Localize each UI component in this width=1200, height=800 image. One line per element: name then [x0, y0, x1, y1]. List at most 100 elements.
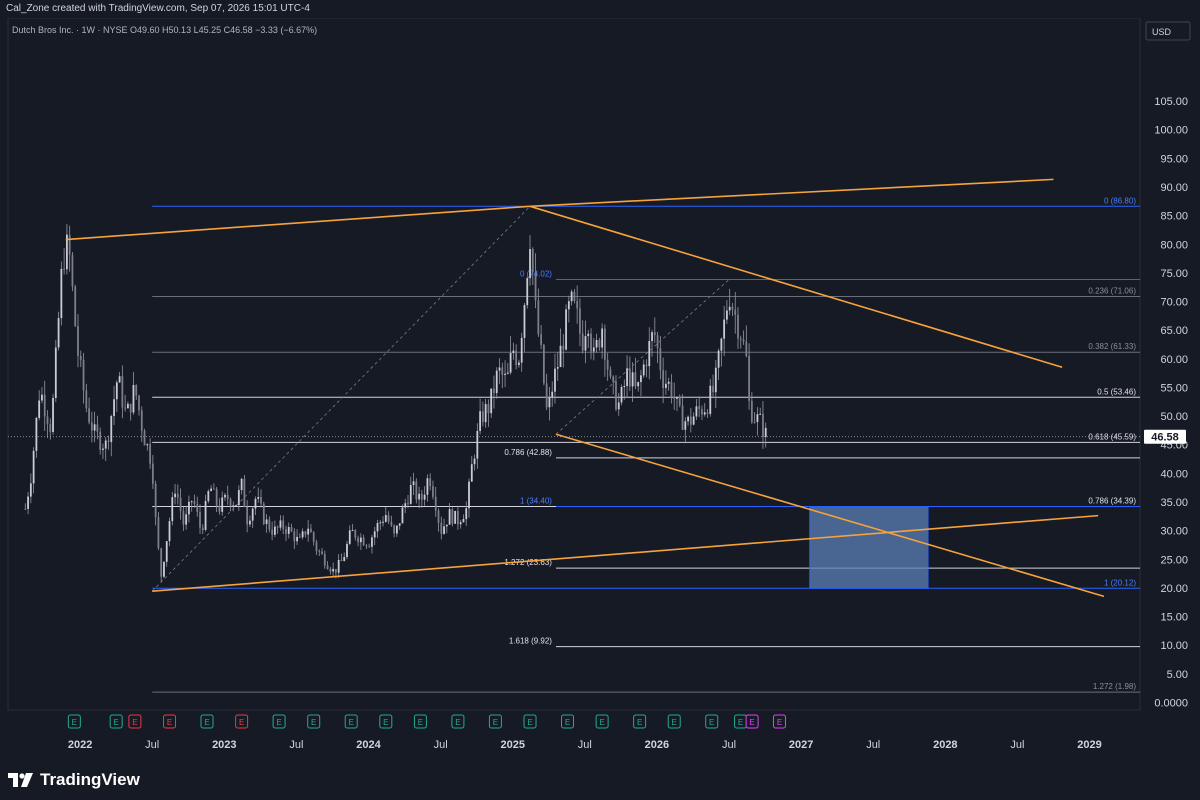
- earnings-marker[interactable]: [379, 714, 393, 729]
- y-axis-tick-label: 60.00: [1160, 354, 1188, 366]
- candle-body: [66, 234, 68, 270]
- earnings-marker[interactable]: [413, 714, 427, 729]
- candle-body: [748, 355, 750, 401]
- earnings-marker[interactable]: [745, 714, 759, 729]
- candle-body: [631, 372, 634, 387]
- candle-body: [739, 338, 742, 340]
- earnings-marker[interactable]: [67, 714, 81, 729]
- earnings-marker[interactable]: [633, 714, 647, 729]
- fib-level-label: 1 (20.12): [1104, 578, 1136, 587]
- candle-body: [135, 385, 138, 396]
- trendline[interactable]: [65, 205, 531, 241]
- candle-body: [29, 483, 32, 497]
- earnings-marker[interactable]: [561, 714, 575, 729]
- currency-button[interactable]: [1145, 21, 1191, 41]
- earnings-marker[interactable]: [307, 714, 321, 729]
- candle-body: [127, 403, 129, 409]
- candle-body: [404, 503, 407, 508]
- candle-body: [687, 416, 689, 422]
- candle-body: [310, 528, 312, 533]
- earnings-marker[interactable]: [200, 714, 214, 729]
- candle-body: [237, 490, 240, 506]
- candle-body: [77, 326, 79, 356]
- x-axis-tick-label: 2023: [212, 739, 236, 751]
- trendline[interactable]: [529, 205, 1063, 369]
- earnings-marker[interactable]: [109, 714, 123, 729]
- earnings-marker[interactable]: [523, 714, 537, 729]
- candle-body: [490, 388, 493, 414]
- earnings-marker[interactable]: [272, 714, 286, 729]
- trendline[interactable]: [529, 178, 1054, 208]
- candle-body: [764, 427, 767, 437]
- earnings-marker-label: E: [113, 718, 118, 727]
- candle-body: [665, 383, 667, 389]
- candle-body: [587, 333, 590, 337]
- candle-body: [648, 341, 651, 367]
- x-axis-tick-label: 2026: [645, 739, 669, 751]
- candle-body: [484, 403, 487, 423]
- candle-body: [426, 478, 429, 495]
- candle-body: [443, 526, 445, 534]
- candle-body: [182, 511, 185, 525]
- earnings-marker[interactable]: [344, 714, 358, 729]
- earnings-marker[interactable]: [667, 714, 681, 729]
- candle-body: [351, 530, 354, 532]
- candle-body: [49, 424, 52, 433]
- candle-body: [41, 394, 43, 401]
- candle-body: [556, 367, 559, 369]
- candle-body: [210, 488, 213, 492]
- x-axis-tick-label: Jul: [722, 739, 736, 751]
- trendline[interactable]: [152, 514, 1099, 593]
- candle-body: [501, 367, 504, 375]
- candle-body: [548, 397, 551, 408]
- candle-body: [285, 529, 287, 534]
- candle-body: [762, 413, 764, 437]
- earnings-marker-label: E: [349, 718, 354, 727]
- earnings-marker[interactable]: [451, 714, 465, 729]
- trendline[interactable]: [555, 433, 1105, 598]
- candle-body: [598, 339, 601, 348]
- candle-body: [520, 337, 523, 363]
- earnings-marker-label: E: [672, 718, 677, 727]
- candle-body: [689, 416, 692, 425]
- earnings-marker[interactable]: [488, 714, 502, 729]
- earnings-marker[interactable]: [595, 714, 609, 729]
- candle-body: [196, 503, 199, 513]
- candle-body: [656, 335, 659, 349]
- candle-body: [373, 531, 376, 538]
- tradingview-logo-icon: [8, 773, 33, 787]
- y-axis-tick-label: 100.00: [1154, 125, 1188, 137]
- fib-level-label: 0.382 (61.33): [1088, 342, 1136, 351]
- earnings-marker[interactable]: [128, 714, 142, 729]
- earnings-marker[interactable]: [163, 714, 177, 729]
- earnings-marker[interactable]: [772, 714, 786, 729]
- candle-body: [537, 300, 540, 335]
- earnings-marker[interactable]: [235, 714, 249, 729]
- candle-body: [176, 493, 179, 498]
- candle-body: [518, 362, 520, 365]
- candle-body: [304, 531, 307, 535]
- candle-body: [190, 501, 193, 503]
- price-chart[interactable]: Dutch Bros Inc. · 1W · NYSE O49.60 H50.1…: [0, 18, 1200, 762]
- plot-area[interactable]: [8, 18, 1140, 710]
- candle-body: [329, 568, 332, 572]
- candle-body: [249, 520, 251, 525]
- y-axis-tick-label: 35.00: [1160, 497, 1188, 509]
- candle-body: [570, 291, 573, 302]
- candle-body: [221, 497, 224, 512]
- candle-body: [332, 568, 335, 572]
- candle-body: [454, 510, 457, 524]
- candle-body: [698, 406, 701, 410]
- candle-body: [681, 405, 684, 430]
- candle-body: [168, 521, 171, 542]
- candle-body: [620, 386, 623, 403]
- tradingview-logo[interactable]: TradingView: [8, 770, 140, 790]
- candle-body: [318, 550, 321, 552]
- y-axis-tick-label: 70.00: [1160, 297, 1188, 309]
- candle-body: [703, 412, 706, 415]
- target-zone[interactable]: [809, 506, 929, 589]
- x-axis-tick-label: 2022: [68, 739, 92, 751]
- earnings-marker-label: E: [418, 718, 423, 727]
- earnings-marker[interactable]: [705, 714, 719, 729]
- candle-body: [165, 541, 168, 562]
